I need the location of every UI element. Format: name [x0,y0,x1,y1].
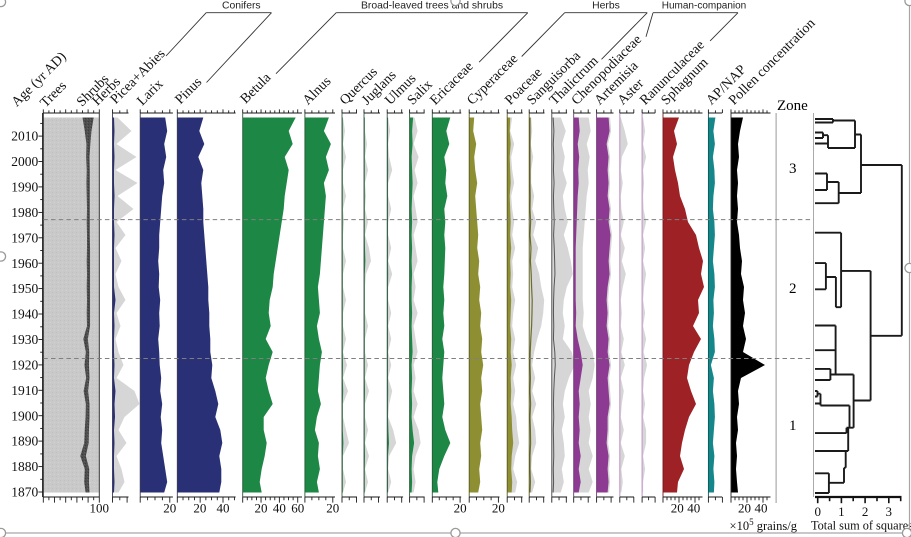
svg-text:1: 1 [789,418,797,434]
svg-text:20: 20 [326,501,339,516]
svg-text:2: 2 [862,504,869,519]
svg-text:1950: 1950 [11,281,38,296]
svg-text:Total sum of squares: Total sum of squares [811,519,911,533]
svg-text:1880: 1880 [11,459,38,474]
svg-text:2: 2 [789,281,797,297]
svg-text:1910: 1910 [11,383,38,398]
svg-text:20: 20 [454,501,467,516]
svg-text:1920: 1920 [11,358,38,373]
svg-text:1940: 1940 [11,307,38,322]
svg-text:40: 40 [217,501,230,516]
svg-text:20: 20 [163,501,176,516]
svg-text:×105 grains/g: ×105 grains/g [730,517,798,533]
svg-text:1970: 1970 [11,230,38,245]
svg-text:1930: 1930 [11,332,38,347]
svg-text:3: 3 [886,504,893,519]
svg-text:40: 40 [273,501,286,516]
svg-text:1960: 1960 [11,256,38,271]
svg-text:1870: 1870 [11,485,38,500]
svg-text:2010: 2010 [11,129,38,144]
svg-text:Herbs: Herbs [592,1,620,12]
svg-text:Zone: Zone [777,98,808,114]
svg-text:20: 20 [255,501,268,516]
svg-text:100: 100 [90,501,110,516]
svg-text:20: 20 [492,501,505,516]
svg-text:1900: 1900 [11,408,38,423]
svg-text:Broad-leaved trees and shrubs: Broad-leaved trees and shrubs [361,1,503,12]
svg-text:40: 40 [687,501,700,516]
svg-text:20: 20 [193,501,206,516]
svg-text:1890: 1890 [11,434,38,449]
svg-text:60: 60 [291,501,304,516]
svg-text:Conifers: Conifers [222,1,261,12]
svg-text:1990: 1990 [11,180,38,195]
svg-text:40: 40 [755,501,768,516]
svg-text:0: 0 [814,504,821,519]
svg-text:3: 3 [789,161,797,177]
svg-text:Human-companion: Human-companion [662,1,747,12]
svg-text:1980: 1980 [11,205,38,220]
svg-text:1: 1 [838,504,845,519]
svg-text:20: 20 [671,501,684,516]
svg-text:2000: 2000 [11,154,38,169]
svg-text:20: 20 [738,501,751,516]
